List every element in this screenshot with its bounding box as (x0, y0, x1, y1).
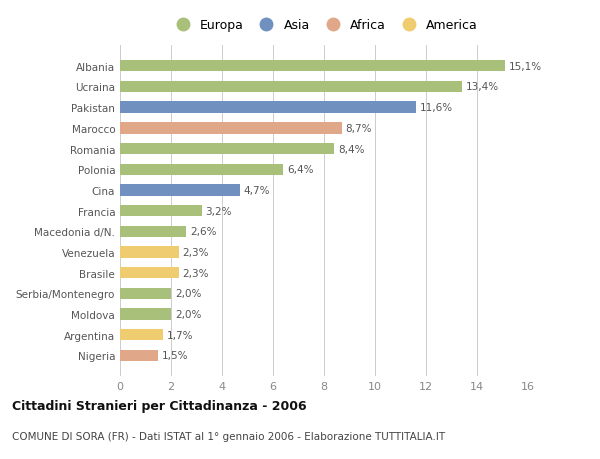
Bar (120, 82, 462, 93)
Text: 2,3%: 2,3% (182, 247, 209, 257)
Bar (120, 164, 283, 175)
Text: 2,0%: 2,0% (175, 289, 201, 299)
Bar (120, 268, 179, 279)
Text: 2,0%: 2,0% (175, 309, 201, 319)
Bar (120, 288, 171, 299)
Text: 4,7%: 4,7% (244, 185, 270, 196)
Bar (120, 185, 240, 196)
Bar (120, 309, 171, 320)
Text: 2,3%: 2,3% (182, 268, 209, 278)
Bar (120, 61, 505, 72)
Bar (120, 350, 158, 361)
Bar (120, 226, 186, 237)
Bar (120, 123, 342, 134)
Text: 8,4%: 8,4% (338, 144, 365, 154)
Text: 11,6%: 11,6% (419, 103, 453, 113)
Text: 1,5%: 1,5% (162, 351, 188, 361)
Text: COMUNE DI SORA (FR) - Dati ISTAT al 1° gennaio 2006 - Elaborazione TUTTITALIA.IT: COMUNE DI SORA (FR) - Dati ISTAT al 1° g… (12, 431, 445, 442)
Text: 6,4%: 6,4% (287, 165, 314, 175)
Text: 1,7%: 1,7% (167, 330, 194, 340)
Bar (120, 330, 163, 341)
Bar (120, 144, 334, 155)
Text: Cittadini Stranieri per Cittadinanza - 2006: Cittadini Stranieri per Cittadinanza - 2… (12, 399, 307, 412)
Bar (120, 206, 202, 217)
Text: 2,6%: 2,6% (190, 227, 217, 237)
Bar (120, 102, 416, 113)
Text: 13,4%: 13,4% (466, 82, 499, 92)
Text: 8,7%: 8,7% (346, 123, 372, 134)
Text: 15,1%: 15,1% (509, 62, 542, 72)
Legend: Europa, Asia, Africa, America: Europa, Asia, Africa, America (170, 19, 478, 32)
Text: 3,2%: 3,2% (205, 206, 232, 216)
Bar (120, 247, 179, 258)
